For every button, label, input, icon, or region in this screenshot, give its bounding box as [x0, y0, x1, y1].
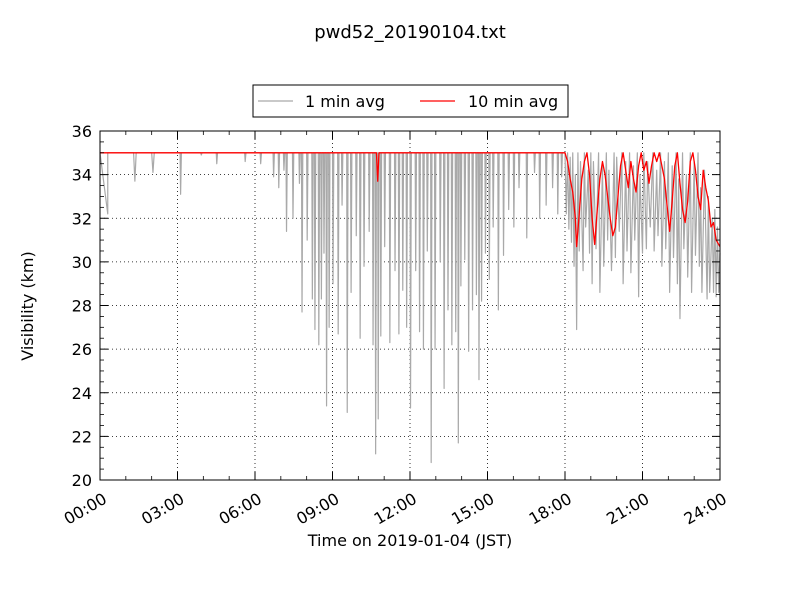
y-tick-label: 20	[72, 471, 92, 490]
series-layer	[99, 152, 721, 464]
legend-label-10min: 10 min avg	[468, 92, 558, 111]
y-tick-label: 24	[72, 384, 92, 403]
legend: 1 min avg 10 min avg	[252, 84, 569, 118]
y-tick-labels: 20 22 24 26 28 30 32 34 36	[72, 122, 92, 490]
y-tick-label: 26	[72, 340, 92, 359]
y-tick-label: 30	[72, 253, 92, 272]
y-tick-label: 34	[72, 166, 92, 185]
y-tick-label: 28	[72, 297, 92, 316]
legend-label-1min: 1 min avg	[305, 92, 385, 111]
axis-ticks	[99, 130, 721, 481]
series-line-10min	[100, 152, 721, 248]
y-axis-label: Visibility (km)	[18, 251, 37, 360]
y-tick-label: 36	[72, 122, 92, 141]
plot-area	[99, 130, 721, 481]
chart-title: pwd52_20190104.txt	[314, 22, 506, 43]
legend-box	[252, 84, 569, 118]
y-tick-label: 32	[72, 209, 92, 228]
y-tick-label: 22	[72, 427, 92, 446]
x-axis-label: Time on 2019-01-04 (JST)	[307, 531, 512, 550]
